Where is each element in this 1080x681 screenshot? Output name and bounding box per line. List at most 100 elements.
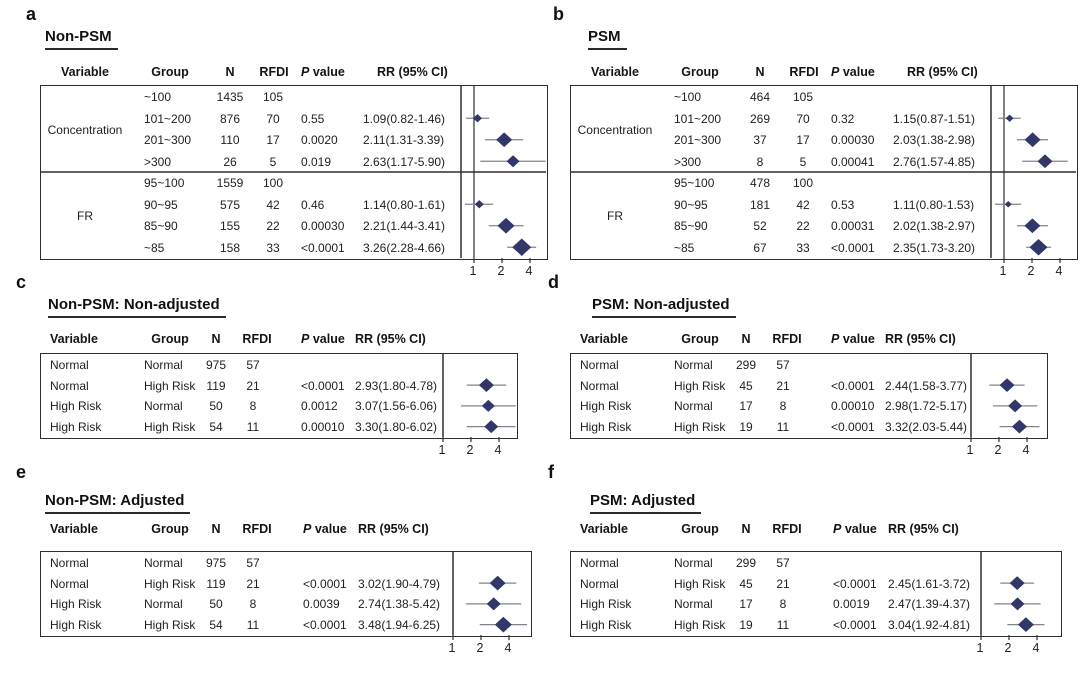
axis-tick-label: 4 bbox=[504, 641, 512, 655]
p-italic: P bbox=[833, 522, 842, 536]
cell-rr-ci: 1.15(0.87-1.51) bbox=[893, 111, 976, 126]
table-plot-box bbox=[40, 551, 532, 640]
cell-group: High Risk bbox=[674, 618, 726, 633]
cell-rr-ci: 1.14(0.80-1.61) bbox=[363, 197, 446, 212]
col-header-rfdi: RFDI bbox=[242, 332, 272, 346]
forest-plot bbox=[41, 86, 546, 263]
cell-variable: High Risk bbox=[580, 618, 632, 633]
axis-tick-label: 4 bbox=[494, 443, 502, 457]
diamond-marker bbox=[481, 399, 495, 412]
cell-group: High Risk bbox=[674, 378, 726, 393]
cell-p-value: <0.0001 bbox=[301, 240, 345, 255]
cell-variable: High Risk bbox=[50, 618, 102, 633]
col-header-variable: Variable bbox=[50, 332, 98, 346]
cell-n: 299 bbox=[735, 357, 757, 372]
cell-group: 85~90 bbox=[144, 219, 178, 234]
diamond-marker bbox=[484, 420, 499, 434]
cell-p-value: 0.55 bbox=[301, 111, 325, 126]
col-header-n: N bbox=[741, 332, 751, 346]
diamond-marker bbox=[1004, 201, 1012, 208]
cell-p-value: <0.0001 bbox=[833, 576, 877, 591]
col-header-group: Group bbox=[681, 65, 719, 79]
cell-rfdi: 42 bbox=[796, 197, 810, 212]
cell-p-value: 0.32 bbox=[831, 111, 855, 126]
cell-rr-ci: 2.11(1.31-3.39) bbox=[363, 133, 445, 148]
cell-group: Normal bbox=[674, 555, 713, 570]
cell-n: 464 bbox=[749, 90, 771, 105]
table-plot-box bbox=[570, 551, 1062, 640]
cell-n: 52 bbox=[753, 219, 767, 234]
axis-tick-label: 4 bbox=[1022, 443, 1030, 457]
diamond-marker bbox=[1009, 576, 1025, 591]
diamond-marker bbox=[489, 575, 506, 591]
cell-rfdi: 105 bbox=[792, 90, 814, 105]
p-italic: P bbox=[303, 522, 312, 536]
axis-tick-label: 1 bbox=[976, 641, 984, 655]
p-italic: P bbox=[301, 65, 310, 79]
cell-p-value: 0.0020 bbox=[301, 133, 338, 148]
cell-variable: Normal bbox=[50, 357, 89, 372]
cell-rfdi: 8 bbox=[249, 399, 257, 414]
cell-rr-ci: 2.21(1.44-3.41) bbox=[363, 219, 446, 234]
cell-group: 90~95 bbox=[144, 197, 178, 212]
cell-rfdi: 70 bbox=[796, 111, 810, 126]
cell-p-value: 0.00010 bbox=[301, 420, 345, 435]
cell-rfdi: 21 bbox=[246, 576, 260, 591]
col-header-rfdi: RFDI bbox=[242, 522, 272, 536]
cell-rr-ci: 2.35(1.73-3.20) bbox=[893, 240, 976, 255]
cell-n: 876 bbox=[219, 111, 241, 126]
p-label-rest: value bbox=[309, 65, 345, 79]
col-header-n: N bbox=[211, 332, 221, 346]
cell-group: High Risk bbox=[144, 420, 196, 435]
col-header-n: N bbox=[755, 65, 765, 79]
cell-rfdi: 21 bbox=[776, 576, 790, 591]
axis-tick-label: 1 bbox=[999, 264, 1007, 278]
cell-n: 158 bbox=[219, 240, 241, 255]
col-header-p-value: P value bbox=[303, 522, 347, 536]
cell-group: High Risk bbox=[144, 618, 196, 633]
table-plot-box bbox=[40, 85, 548, 263]
cell-n: 50 bbox=[209, 597, 223, 612]
cell-rfdi: 17 bbox=[266, 133, 280, 148]
axis-tick-label: 2 bbox=[994, 443, 1002, 457]
axis-tick-label: 1 bbox=[438, 443, 446, 457]
cell-p-value: 0.00010 bbox=[831, 399, 875, 414]
cell-rr-ci: 2.93(1.80-4.78) bbox=[355, 378, 438, 393]
cell-group: Normal bbox=[674, 399, 713, 414]
cell-group: ~85 bbox=[144, 240, 165, 255]
cell-group: 90~95 bbox=[674, 197, 708, 212]
forest-plot bbox=[571, 86, 1076, 263]
cell-rfdi: 57 bbox=[246, 555, 260, 570]
cell-rr-ci: 3.26(2.28-4.66) bbox=[363, 240, 446, 255]
diamond-marker bbox=[999, 378, 1015, 393]
p-label-rest: value bbox=[309, 332, 345, 346]
cell-p-value: 0.53 bbox=[831, 197, 855, 212]
table-plot-box bbox=[570, 85, 1078, 263]
diamond-marker bbox=[1008, 399, 1023, 413]
cell-variable: Normal bbox=[50, 555, 89, 570]
col-header-variable: Variable bbox=[591, 65, 639, 79]
diamond-marker bbox=[486, 597, 501, 611]
cell-variable: High Risk bbox=[580, 399, 632, 414]
table-plot-box bbox=[40, 353, 518, 442]
cell-n: 8 bbox=[756, 154, 764, 169]
col-header-group: Group bbox=[681, 522, 719, 536]
cell-rr-ci: 3.32(2.03-5.44) bbox=[885, 420, 968, 435]
cell-variable-group: Concentration bbox=[577, 122, 653, 137]
cell-group: >300 bbox=[144, 154, 172, 169]
cell-variable: High Risk bbox=[50, 420, 102, 435]
cell-rfdi: 70 bbox=[266, 111, 280, 126]
axis-tick-label: 2 bbox=[1004, 641, 1012, 655]
cell-variable: High Risk bbox=[580, 420, 632, 435]
cell-n: 17 bbox=[739, 399, 753, 414]
col-header-rr-ci: RR (95% CI) bbox=[355, 332, 426, 346]
cell-p-value: 0.46 bbox=[301, 197, 325, 212]
col-header-rr-ci: RR (95% CI) bbox=[907, 65, 978, 79]
cell-p-value: <0.0001 bbox=[831, 420, 875, 435]
forest-plot bbox=[980, 552, 1045, 640]
col-header-rfdi: RFDI bbox=[772, 522, 802, 536]
cell-n: 119 bbox=[206, 576, 226, 591]
